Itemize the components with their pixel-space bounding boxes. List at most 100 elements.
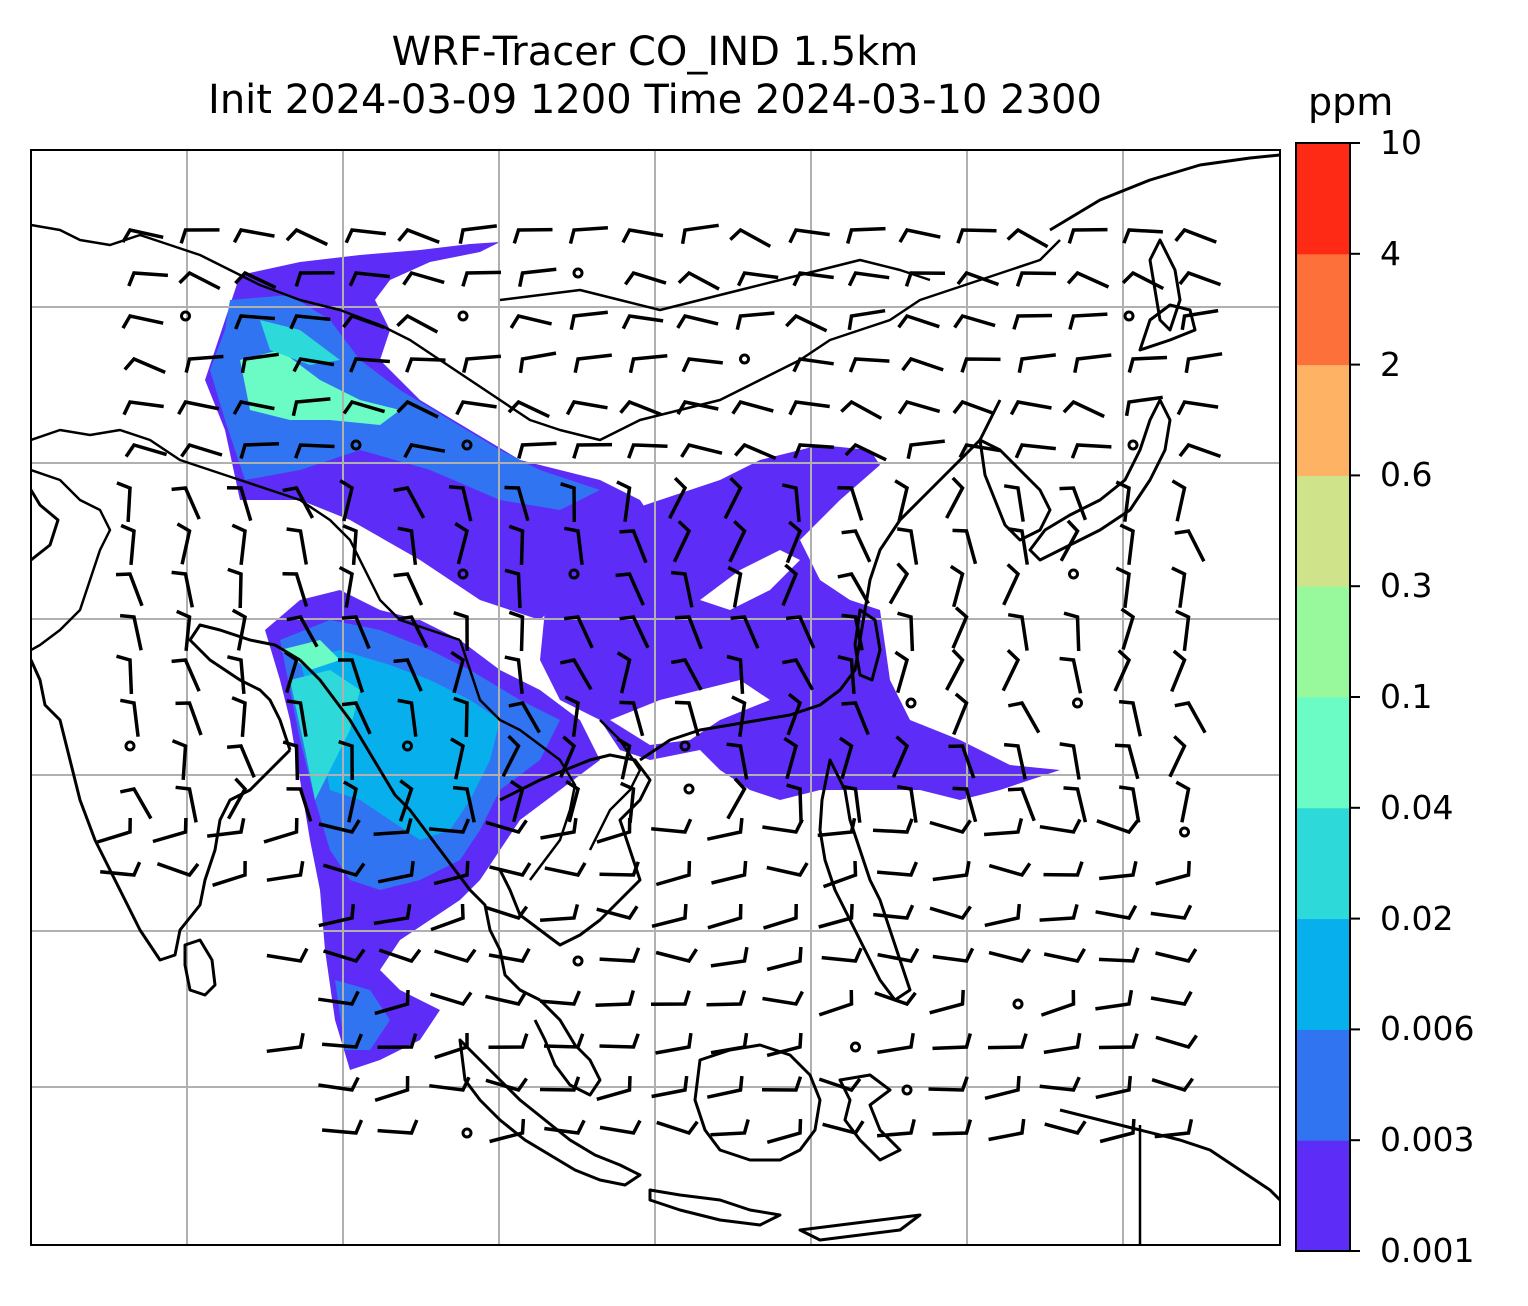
wind-barb [706,1075,744,1099]
wind-barb [282,572,309,608]
border-indochina [458,639,577,881]
wind-barb [1120,607,1136,651]
wind-barb [848,357,890,373]
wind-barb [1063,611,1081,652]
wind-barb [282,740,300,781]
wind-barb [563,526,584,566]
wind-barb [1059,486,1088,521]
calm-marker [1123,310,1135,322]
wind-barb [504,568,522,609]
wind-barb [318,1076,360,1092]
colorbar-tick-label: 0.6 [1380,455,1433,495]
wind-barb [1001,649,1021,692]
calm-marker [683,783,695,795]
gridlines [31,150,1280,1245]
wind-barb [286,615,319,648]
wind-barb [294,270,335,287]
wind-barb [116,481,132,522]
wind-barb [730,615,760,649]
wind-barb [766,1118,803,1144]
wind-barb [650,990,691,1007]
wind-barb [1007,527,1030,565]
wind-barb [397,526,418,566]
wind-barb [239,442,280,459]
wind-barb [448,485,473,522]
colorbar-segment [1296,143,1350,255]
wind-barb [121,228,164,243]
wind-barb [282,486,315,519]
wind-barb [116,654,134,695]
wind-barb [599,1119,642,1135]
wind-barb [1113,649,1132,692]
wind-barb [846,226,886,244]
wind-barb [821,947,863,963]
wind-barb [227,567,243,609]
wind-barb [1012,313,1053,330]
wind-barb [762,990,804,1006]
wind-barb [455,400,497,416]
wind-barb [1115,566,1131,609]
wind-barb [949,564,965,608]
colorbar-tick-label: 0.02 [1380,898,1454,938]
wind-barb [785,520,803,564]
wind-barb [377,1119,419,1135]
wind-barb [1039,903,1079,922]
wind-barb [1154,1118,1194,1139]
wind-barb [175,701,203,736]
wind-barb [485,819,528,835]
wind-barb [952,399,995,416]
wind-barb [729,227,772,248]
wind-barb [841,613,864,651]
wind-barb [1119,523,1135,566]
wind-barb [676,314,719,329]
wind-barb [119,698,140,737]
wind-barb [619,399,662,417]
wind-barb [543,1033,585,1049]
calm-marker [1068,568,1079,580]
wind-barb [488,1033,529,1049]
wind-barb [873,904,915,920]
wind-barb [844,442,887,462]
wind-barb [706,990,747,1007]
wind-barb [1095,1075,1133,1100]
calm-markers [124,267,1190,1139]
wind-barb [512,227,553,244]
wind-barb [1099,1118,1136,1144]
wind-barb [433,948,477,964]
wind-barb [1168,735,1187,778]
wind-barb [1171,566,1187,608]
wind-barb [96,817,132,844]
wind-barbs [96,223,1223,1144]
wind-barb [837,572,870,605]
wind-barb [544,862,587,877]
wind-barb [100,861,142,877]
wind-barb [792,271,834,287]
calm-marker [850,1041,861,1053]
wind-barb [573,353,613,374]
wind-barb [572,442,613,459]
wind-barb [627,443,668,459]
wind-barb [266,860,305,882]
coast-bay-of-bengal [188,623,301,751]
wind-barb [726,654,745,695]
wind-barb [619,529,648,564]
wind-barb [1043,861,1084,877]
wind-barb [1099,860,1138,881]
wind-barb [226,485,253,522]
wind-barb [485,991,528,1006]
wind-barb [897,611,915,652]
wind-barb [1009,400,1052,416]
wind-barb [1121,270,1165,291]
calm-marker [572,267,584,279]
calm-marker [905,697,917,709]
wind-barb [599,861,640,877]
wind-barb [929,819,972,835]
wind-barb [901,356,944,372]
wind-barb [706,817,744,841]
wind-barb [342,399,386,415]
wind-barb [1039,1076,1081,1092]
title-line-1: WRF-Tracer CO_IND 1.5km [391,29,919,75]
wind-barb [896,784,918,823]
wind-barb [226,777,248,820]
